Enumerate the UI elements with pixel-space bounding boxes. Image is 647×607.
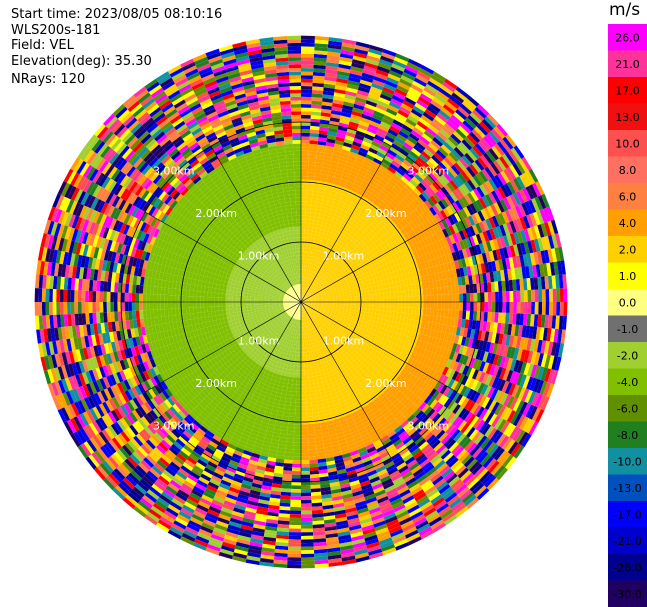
- azimuth-line: [300, 301, 392, 459]
- colorbar-tick-label: -30.0: [613, 588, 641, 601]
- elevation-label: Elevation(deg): 35.30: [11, 54, 152, 69]
- colorbar-swatch: [608, 554, 647, 581]
- azimuth-line: [210, 301, 302, 459]
- colorbar-swatch: [608, 262, 647, 290]
- range-ring-label: 2.00km: [195, 377, 237, 390]
- colorbar-swatch: [608, 474, 647, 502]
- instrument-label: WLS200s-181: [11, 23, 101, 38]
- azimuth-line: [144, 211, 302, 303]
- colorbar-swatch: [608, 368, 647, 396]
- colorbar-swatch: [608, 395, 647, 422]
- colorbar-swatch: [608, 183, 647, 210]
- colorbar-tick-label: 17.0: [615, 84, 640, 97]
- colorbar-tick-label: -6.0: [617, 402, 638, 415]
- colorbar-swatch: [608, 103, 647, 131]
- colorbar-tick-label: 2.0: [619, 243, 637, 256]
- colorbar-swatch: [608, 527, 647, 555]
- colorbar-tick-label: -2.0: [617, 349, 638, 362]
- azimuth-line: [300, 211, 458, 303]
- start-time-label: Start time: 2023/08/05 08:10:16: [11, 7, 223, 22]
- colorbar-swatch: [608, 24, 647, 51]
- colorbar-unit: m/s: [609, 0, 641, 20]
- colorbar-swatch: [608, 289, 647, 316]
- colorbar-swatch: [608, 342, 647, 369]
- colorbar-tick-label: -4.0: [617, 376, 638, 389]
- range-ring-label: 1.00km: [238, 334, 280, 347]
- ppi-gates: [34, 35, 568, 569]
- colorbar-swatch: [608, 421, 647, 449]
- colorbar-swatch: [608, 501, 647, 528]
- colorbar-tick-label: 21.0: [615, 58, 640, 71]
- range-ring-label: 2.00km: [365, 377, 407, 390]
- colorbar-swatch: [608, 315, 647, 343]
- range-ring-label: 2.00km: [365, 207, 407, 220]
- azimuth-line: [144, 301, 302, 393]
- range-ring-label: 3.00km: [407, 419, 449, 432]
- colorbar-tick-label: -17.0: [613, 508, 641, 521]
- range-ring-label: 3.00km: [407, 165, 449, 178]
- colorbar-swatch: [608, 50, 647, 78]
- colorbar-tick-label: -1.0: [617, 323, 638, 336]
- colorbar-tick-label: -8.0: [617, 429, 638, 442]
- colorbar-tick-label: 8.0: [619, 164, 637, 177]
- colorbar-tick-label: 6.0: [619, 190, 637, 203]
- range-ring-label: 3.00km: [153, 419, 195, 432]
- colorbar-swatch: [608, 448, 647, 475]
- colorbar-tick-label: -26.0: [613, 561, 641, 574]
- range-ring-label: 1.00km: [323, 334, 365, 347]
- colorbar-swatch: [608, 580, 647, 607]
- colorbar-swatch: [608, 156, 647, 184]
- colorbar-swatch: [608, 130, 647, 157]
- nrays-label: NRays: 120: [11, 72, 86, 87]
- range-ring-label: 1.00km: [238, 250, 280, 263]
- colorbar-tick-label: 1.0: [619, 270, 637, 283]
- range-ring-label: 1.00km: [323, 250, 365, 263]
- colorbar-tick-label: -13.0: [613, 482, 641, 495]
- range-ring-label: 3.00km: [153, 165, 195, 178]
- colorbar: 26.0 21.0 17.0 13.0 10.0 8.0 6.0 4.0 2.0 1.0 0.0 -1…: [608, 24, 647, 607]
- azimuth-line: [300, 301, 458, 393]
- colorbar-tick-label: -21.0: [613, 535, 641, 548]
- field-label: Field: VEL: [11, 38, 74, 53]
- colorbar-swatch: [608, 236, 647, 263]
- colorbar-swatch: [608, 209, 647, 237]
- colorbar-tick-label: -10.0: [613, 455, 641, 468]
- colorbar-swatch: [608, 77, 647, 104]
- colorbar-tick-label: 26.0: [615, 31, 640, 44]
- range-ring-label: 2.00km: [195, 207, 237, 220]
- colorbar-tick-label: 0.0: [619, 296, 637, 309]
- azimuth-line: [300, 145, 392, 303]
- colorbar-tick-label: 13.0: [615, 111, 640, 124]
- azimuth-line: [210, 145, 302, 303]
- colorbar-tick-label: 10.0: [615, 137, 640, 150]
- colorbar-tick-label: 4.0: [619, 217, 637, 230]
